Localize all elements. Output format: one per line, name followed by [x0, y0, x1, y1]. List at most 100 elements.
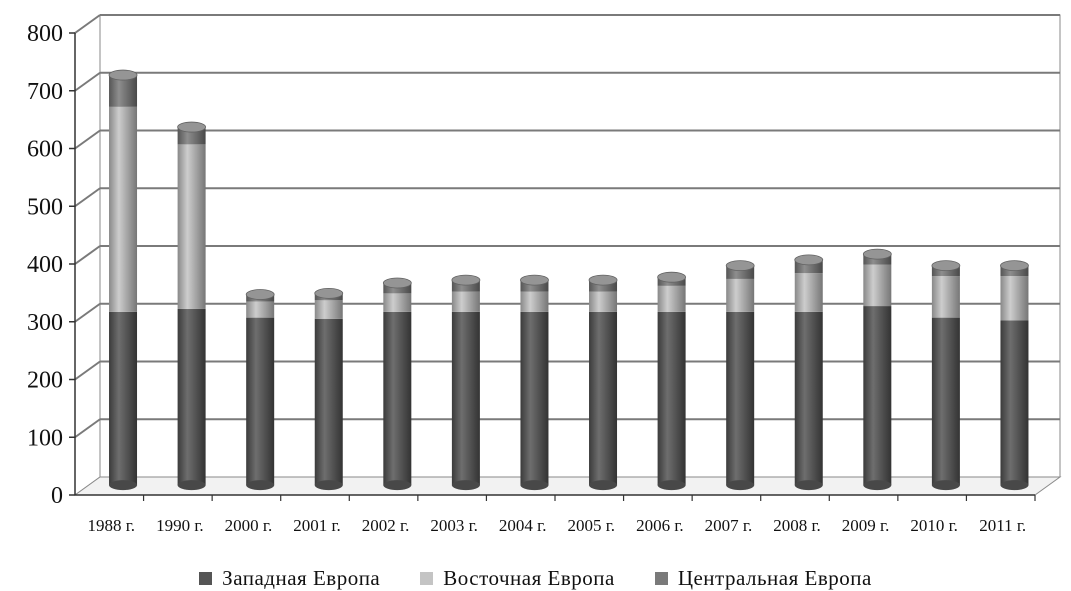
bar-segment: [589, 280, 618, 292]
bar-segment: [657, 285, 686, 312]
chart-floor: [73, 476, 1062, 496]
x-tick-label: 2011 г.: [979, 516, 1026, 535]
bar-cap: [725, 260, 755, 272]
bar-segment: [109, 311, 138, 486]
bar-segment: [246, 301, 275, 318]
x-tick-label: 2008 г.: [773, 516, 821, 535]
bar-segment: [383, 293, 412, 312]
x-tick-label: 2009 г.: [842, 516, 890, 535]
x-tick-label: 1988 г.: [88, 516, 136, 535]
bar-segment: [520, 280, 549, 292]
y-tick-label: 800: [27, 21, 63, 47]
bar-base: [451, 480, 480, 491]
bar-segment: [177, 144, 206, 309]
bar-base: [177, 480, 206, 491]
legend-swatch-eastern-europe: [420, 571, 434, 585]
legend-item-central-europe: Центральная Европа: [654, 566, 872, 591]
bar-cap: [794, 254, 824, 266]
x-tick-label: 2010 г.: [910, 516, 958, 535]
bar-segment: [931, 317, 960, 486]
x-tick-label: 2002 г.: [362, 516, 410, 535]
bar-segment: [314, 318, 343, 486]
bar-segment: [1000, 276, 1029, 321]
bar-base: [726, 480, 755, 491]
bar-segment: [177, 308, 206, 486]
bar-segment: [1000, 320, 1029, 486]
x-tick-label: 2003 г.: [430, 516, 478, 535]
bar-segment: [657, 311, 686, 486]
bar-segment: [589, 291, 618, 312]
bar-segment: [794, 311, 823, 486]
legend-item-eastern-europe: Восточная Европа: [420, 566, 615, 591]
y-tick-label: 700: [27, 79, 63, 105]
legend-label-eastern-europe: Восточная Европа: [443, 565, 615, 590]
chart-labels: 0 100 200 300 400 500 600 700 800 1988 г. 1990 г. 2…: [27, 21, 1026, 535]
bar-segment: [726, 311, 755, 486]
bar-base: [314, 480, 343, 491]
bar-base: [383, 480, 412, 491]
y-tick-label: 300: [27, 310, 63, 336]
bar-base: [246, 480, 275, 491]
gridline-side: [74, 14, 101, 34]
bar-cap: [657, 271, 687, 283]
x-tick-label: 2000 г.: [225, 516, 273, 535]
chart-bars: [108, 69, 1029, 491]
x-tick-label: 2007 г.: [705, 516, 753, 535]
bar-base: [109, 480, 138, 491]
y-tick-label: 500: [27, 194, 63, 220]
bar-segment: [520, 311, 549, 486]
bar-segment: [451, 280, 480, 292]
legend-swatch-western-europe: [199, 571, 213, 585]
gridline-side: [74, 187, 101, 208]
x-tick-label: 2005 г.: [568, 516, 616, 535]
bar-cap: [177, 121, 207, 133]
gridline-side: [74, 360, 101, 381]
bar-base: [520, 480, 549, 491]
y-tick-label: 200: [27, 368, 63, 394]
bar-segment: [863, 306, 892, 486]
bar-cap: [245, 289, 275, 300]
bar-segment: [520, 291, 549, 312]
bar-segment: [246, 317, 275, 486]
bar-segment: [451, 291, 480, 312]
gridline-side: [74, 71, 101, 92]
legend-swatch-central-europe: [654, 571, 668, 585]
bar-segment: [589, 311, 618, 486]
bar-base: [589, 480, 618, 491]
chart-grid: [73, 14, 1062, 496]
bar-segment: [314, 300, 343, 319]
bar-base: [1000, 480, 1029, 491]
bar-cap: [314, 287, 344, 299]
gridline-side: [74, 302, 101, 323]
bar-segment: [383, 311, 412, 486]
x-tick-label: 2004 г.: [499, 516, 547, 535]
y-tick-label: 600: [27, 137, 63, 163]
legend-item-western-europe: Западная Европа: [199, 566, 380, 591]
bar-cap: [520, 274, 549, 286]
y-tick-label: 100: [27, 425, 63, 451]
bar-cap: [108, 69, 138, 81]
bar-cap: [451, 274, 481, 286]
bar-cap: [1000, 260, 1029, 272]
bar-cap: [862, 248, 892, 260]
y-tick-label: 400: [27, 252, 63, 278]
bar-segment: [726, 278, 755, 312]
bar-cap: [382, 277, 412, 289]
x-tick-label: 1990 г.: [156, 516, 204, 535]
bar-cap: [931, 260, 961, 272]
bar-base: [863, 480, 892, 491]
bar-base: [931, 480, 960, 491]
bar-base: [794, 480, 823, 491]
bar-segment: [109, 106, 138, 312]
bar-cap: [588, 274, 618, 286]
bar-segment: [794, 273, 823, 312]
bar-segment: [863, 264, 892, 307]
legend: Западная Европа Восточная Европа Централ…: [0, 566, 1071, 590]
gridline-side: [74, 418, 101, 439]
gridline-side: [74, 245, 101, 265]
bar-segment: [451, 311, 480, 486]
bar-base: [657, 480, 686, 491]
x-tick-label: 2006 г.: [636, 516, 684, 535]
chart-axes: [69, 32, 1036, 501]
